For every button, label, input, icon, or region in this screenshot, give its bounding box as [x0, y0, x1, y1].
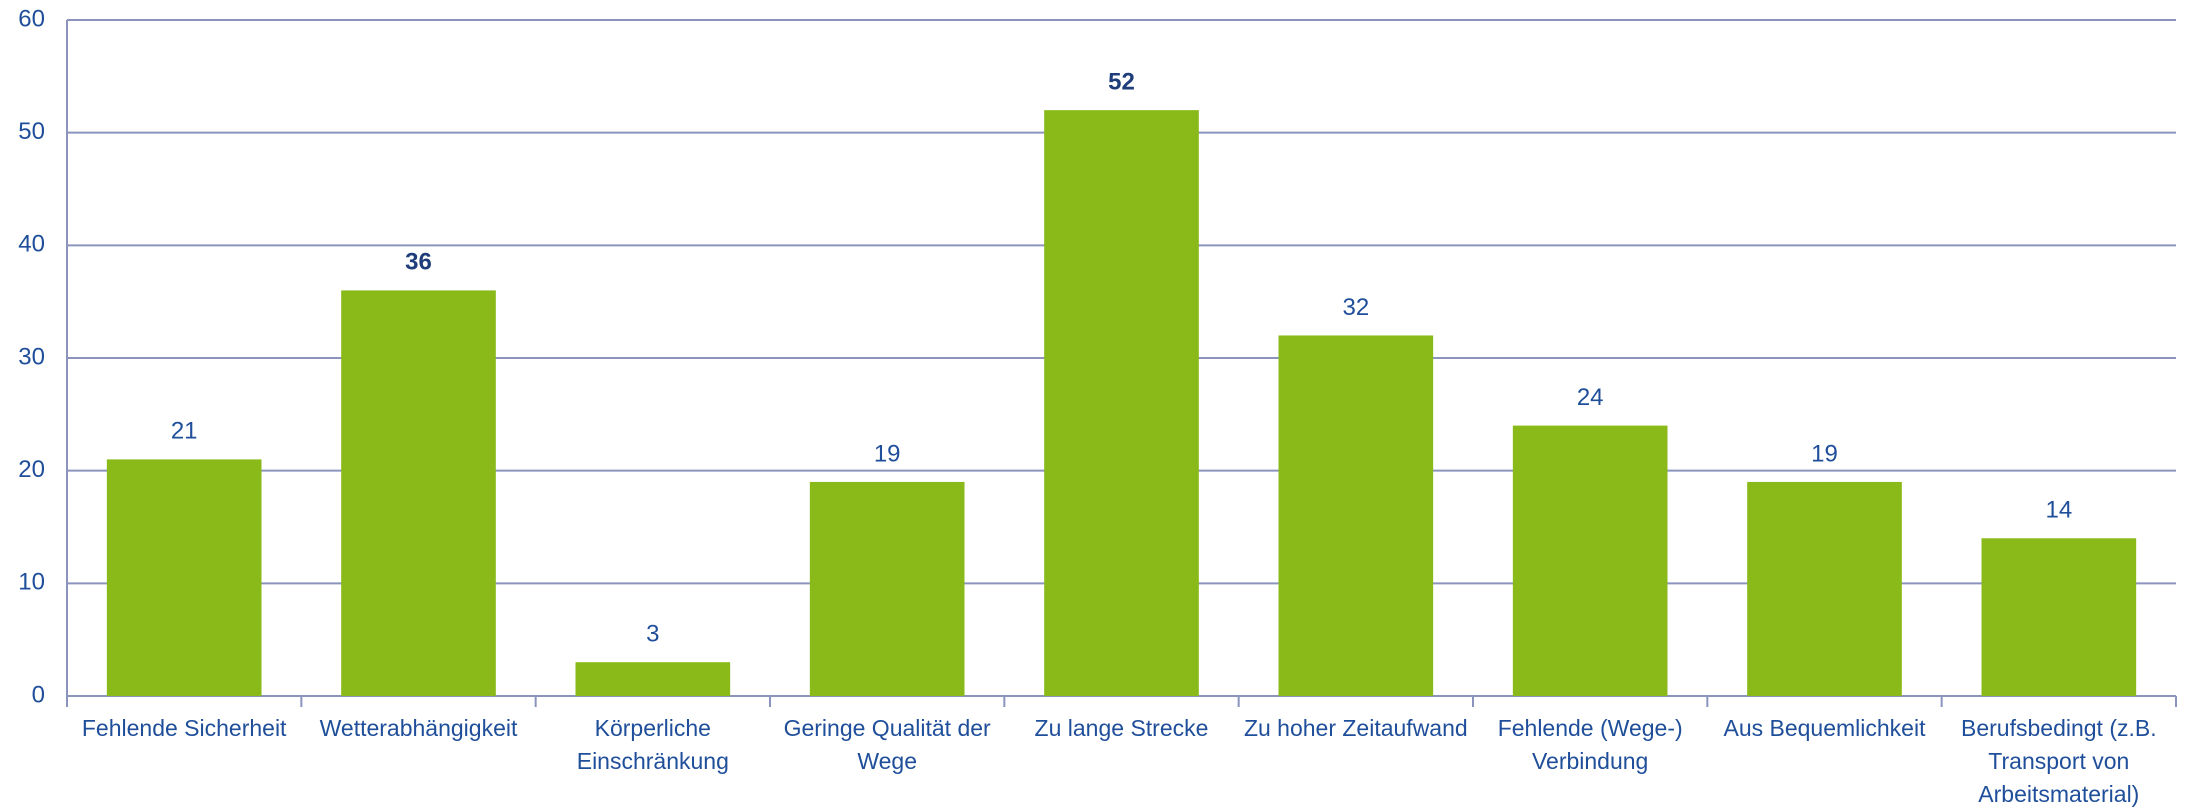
x-tick-label: Fehlende (Wege-) Verbindung: [1497, 715, 1683, 774]
data-label: 36: [405, 249, 432, 276]
y-tick-label: 50: [18, 118, 45, 145]
bar: [1512, 425, 1668, 696]
x-tick-label: Berufsbedingt (z.B. Transport von Arbeit…: [1961, 715, 2157, 807]
data-label: 19: [1811, 440, 1838, 467]
data-label: 19: [874, 440, 901, 467]
bar: [1044, 110, 1199, 697]
bar: [1981, 538, 2137, 696]
data-label: 3: [646, 621, 659, 648]
y-tick-label: 30: [18, 343, 45, 370]
x-tick-label: Fehlende Sicherheit: [81, 715, 287, 741]
y-tick-label: 0: [32, 681, 45, 708]
bar: [1747, 481, 1902, 696]
data-label: 14: [2045, 497, 2072, 524]
x-tick-label: Geringe Qualität der Wege: [783, 715, 991, 774]
data-label: 21: [171, 418, 198, 445]
y-tick-label: 60: [18, 5, 45, 32]
bar: [809, 481, 965, 696]
x-tick-label: Zu hoher Zeitaufwand: [1243, 715, 1468, 741]
x-tick-label: Aus Bequemlichkeit: [1723, 715, 1926, 741]
data-label: 24: [1577, 384, 1604, 411]
bar: [1278, 335, 1434, 696]
y-tick-label: 10: [18, 569, 45, 596]
x-tick-label: Zu lange Strecke: [1034, 715, 1209, 741]
data-label: 32: [1342, 294, 1369, 321]
bar: [106, 459, 262, 696]
x-tick-label: Körperliche Einschränkung: [576, 715, 729, 774]
y-tick-label: 20: [18, 456, 45, 483]
x-tick-label: Wetterabhängigkeit: [319, 715, 518, 741]
data-label: 52: [1108, 68, 1135, 95]
y-tick-label: 40: [18, 231, 45, 258]
bar: [341, 290, 496, 696]
bar: [575, 662, 731, 696]
